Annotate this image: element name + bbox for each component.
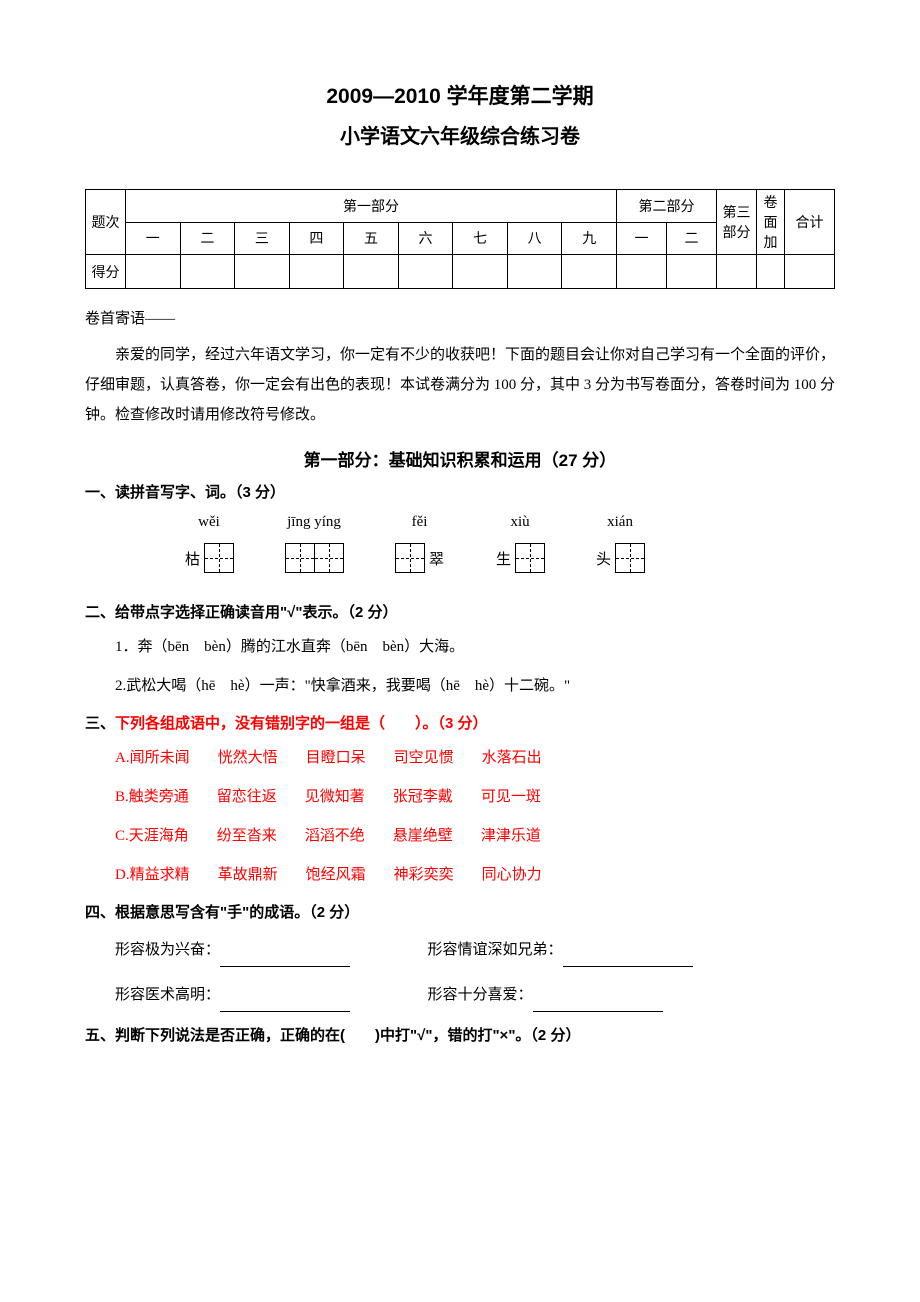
option-word: 纷至沓来 [217, 823, 277, 850]
total-header: 合计 [785, 190, 835, 255]
row-label-topic: 题次 [86, 190, 126, 255]
fill-blank [220, 994, 350, 1012]
score-cell [785, 255, 835, 289]
score-cell [562, 255, 617, 289]
option-word: B.触类旁通 [115, 784, 189, 811]
q1-pinyin-row: wěi 枯 jīng yíng fěi 翠 xiù 生 xián 头 [185, 514, 835, 573]
score-cell [398, 255, 453, 289]
option-word: 饱经风霜 [306, 862, 366, 889]
p1-col: 五 [344, 222, 399, 255]
char-box [285, 543, 315, 573]
option-word: 司空见惯 [394, 745, 454, 772]
score-cell [235, 255, 290, 289]
p1-col: 八 [507, 222, 562, 255]
pinyin-group: wěi 枯 [185, 514, 233, 573]
option-word: 可见一斑 [481, 784, 541, 811]
option-row: B.触类旁通 留恋往返 见微知著 张冠李戴 可见一斑 [115, 784, 835, 811]
q5-title: 五、判断下列说法是否正确，正确的在( )中打"√"，错的打"×"。（2 分） [85, 1024, 835, 1045]
option-word: 张冠李戴 [393, 784, 453, 811]
char-label: 翠 [429, 548, 444, 569]
option-word: 留恋往返 [217, 784, 277, 811]
pinyin-text: fěi [412, 514, 428, 531]
p1-col: 六 [398, 222, 453, 255]
pinyin-text: xián [607, 514, 633, 531]
q2-title: 二、给带点字选择正确读音用"√"表示。（2 分） [85, 601, 835, 622]
bonus-header: 卷面加 [757, 190, 785, 255]
option-word: 悬崖绝壁 [393, 823, 453, 850]
option-word: 恍然大悟 [218, 745, 278, 772]
score-cell [507, 255, 562, 289]
p2-col: 二 [667, 222, 717, 255]
p1-col: 九 [562, 222, 617, 255]
pinyin-text: jīng yíng [287, 514, 341, 531]
fill-blank [563, 949, 693, 967]
option-row: C.天涯海角 纷至沓来 滔滔不绝 悬崖绝壁 津津乐道 [115, 823, 835, 850]
fill-blank [220, 949, 350, 967]
option-word: 目瞪口呆 [306, 745, 366, 772]
q2-item: 2.武松大喝（hē hè）一声："快拿酒来，我要喝（hē hè）十二碗。" [115, 673, 835, 700]
p1-col: 四 [289, 222, 344, 255]
score-cell [344, 255, 399, 289]
q4-row: 形容极为兴奋： 形容情谊深如兄弟： [115, 934, 835, 967]
q4-row: 形容医术高明： 形容十分喜爱： [115, 979, 835, 1012]
q2-item: 1．奔（bēn bèn）腾的江水直奔（bēn bèn）大海。 [115, 634, 835, 661]
char-label: 生 [496, 548, 511, 569]
score-cell [180, 255, 235, 289]
q4-title: 四、根据意思写含有"手"的成语。（2 分） [85, 901, 835, 922]
p1-col: 一 [126, 222, 181, 255]
score-cell [126, 255, 181, 289]
char-box [395, 543, 425, 573]
score-cell [289, 255, 344, 289]
row-label-score: 得分 [86, 255, 126, 289]
option-row: D.精益求精 革故鼎新 饱经风霜 神彩奕奕 同心协力 [115, 862, 835, 889]
part1-header: 第一部分 [126, 190, 617, 223]
pinyin-group: xián 头 [596, 514, 644, 573]
q1-title: 一、读拼音写字、词。（3 分） [85, 481, 835, 502]
option-row: A.闻所未闻 恍然大悟 目瞪口呆 司空见惯 水落石出 [115, 745, 835, 772]
char-box [615, 543, 645, 573]
pinyin-group: fěi 翠 [395, 514, 444, 573]
option-word: 滔滔不绝 [305, 823, 365, 850]
p1-col: 三 [235, 222, 290, 255]
fill-blank [533, 994, 663, 1012]
pinyin-text: xiù [510, 514, 529, 531]
char-box [515, 543, 545, 573]
char-box [204, 543, 234, 573]
option-word: C.天涯海角 [115, 823, 189, 850]
sub-title: 小学语文六年级综合练习卷 [85, 120, 835, 149]
option-word: A.闻所未闻 [115, 745, 190, 772]
char-box [314, 543, 344, 573]
preface-text: 亲爱的同学，经过六年语文学习，你一定有不少的收获吧！下面的题目会让你对自己学习有… [85, 340, 835, 430]
char-label: 枯 [185, 548, 200, 569]
option-word: 神彩奕奕 [394, 862, 454, 889]
score-cell [667, 255, 717, 289]
score-cell [617, 255, 667, 289]
char-label: 头 [596, 548, 611, 569]
option-word: 水落石出 [482, 745, 542, 772]
pinyin-text: wěi [198, 514, 220, 531]
pinyin-group: xiù 生 [496, 514, 544, 573]
p2-col: 一 [617, 222, 667, 255]
q3-title: 三、下列各组成语中，没有错别字的一组是（ ）。（3 分） [85, 712, 835, 733]
score-cell [453, 255, 508, 289]
option-word: 革故鼎新 [218, 862, 278, 889]
score-cell [757, 255, 785, 289]
score-table: 题次 第一部分 第二部分 第三部分 卷面加 合计 一 二 三 四 五 六 七 八… [85, 189, 835, 289]
part3-header: 第三部分 [717, 190, 757, 255]
pinyin-group: jīng yíng [285, 514, 343, 573]
preface-label: 卷首寄语—— [85, 307, 835, 328]
p1-col: 二 [180, 222, 235, 255]
p1-col: 七 [453, 222, 508, 255]
option-word: D.精益求精 [115, 862, 190, 889]
option-word: 同心协力 [482, 862, 542, 889]
option-word: 见微知著 [305, 784, 365, 811]
score-cell [717, 255, 757, 289]
option-word: 津津乐道 [481, 823, 541, 850]
main-title: 2009—2010 学年度第二学期 [85, 80, 835, 110]
part1-title: 第一部分：基础知识积累和运用（27 分） [85, 446, 835, 471]
part2-header: 第二部分 [617, 190, 717, 223]
